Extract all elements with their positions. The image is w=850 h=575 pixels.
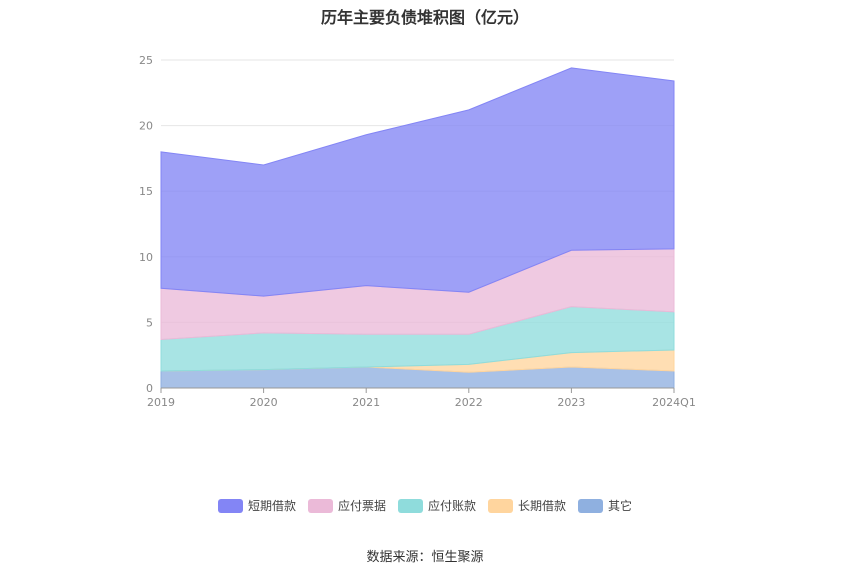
legend-item[interactable]: 短期借款: [217, 497, 296, 514]
legend-swatch: [488, 498, 513, 513]
x-tick-label: 2022: [455, 396, 483, 409]
area-series: [160, 67, 675, 389]
y-tick-label: 5: [146, 316, 153, 329]
x-tick-label: 2020: [250, 396, 278, 409]
legend-item[interactable]: 长期借款: [488, 497, 566, 514]
legend-item[interactable]: 其它: [578, 497, 632, 514]
legend-label: 其它: [608, 499, 633, 513]
x-tick-label: 2023: [557, 396, 585, 409]
legend-item[interactable]: 应付账款: [397, 497, 476, 514]
data-source-label: 数据来源：恒生聚源: [366, 550, 484, 565]
axes: 0 5 10 15 20 25 2019 2020 2021 2022 2023 2024Q1: [139, 54, 696, 409]
y-tick-label: 0: [146, 382, 153, 395]
legend-label: 应付账款: [427, 499, 476, 513]
area-短期借款: [160, 67, 675, 297]
legend: 短期借款 应付票据 应付账款 长期借款 其它: [0, 497, 850, 514]
legend-swatch: [397, 498, 423, 513]
y-tick-label: 20: [139, 120, 153, 133]
legend-item[interactable]: 应付票据: [307, 497, 386, 514]
y-tick-label: 10: [139, 251, 153, 264]
legend-label: 应付票据: [337, 499, 386, 513]
y-tick-label: 25: [139, 54, 153, 67]
legend-label: 长期借款: [518, 499, 567, 513]
legend-label: 短期借款: [247, 499, 296, 513]
y-tick-label: 15: [139, 185, 153, 198]
x-tick-label: 2024Q1: [652, 396, 696, 409]
legend-swatch: [307, 498, 333, 513]
x-tick-label: 2021: [352, 396, 380, 409]
chart-title: 历年主要负债堆积图（亿元）: [320, 8, 529, 27]
legend-swatch: [217, 498, 243, 513]
legend-swatch: [578, 498, 604, 513]
x-tick-label: 2019: [147, 396, 175, 409]
